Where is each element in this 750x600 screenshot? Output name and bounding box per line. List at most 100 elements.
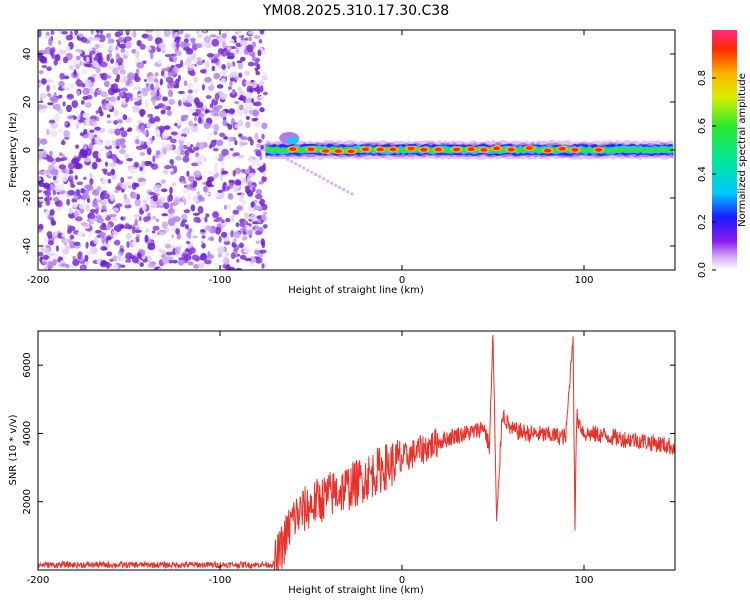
noise-speck: [243, 246, 251, 254]
noise-speck: [53, 113, 61, 122]
noise-speck: [239, 222, 246, 227]
noise-speck: [59, 72, 65, 80]
noise-speck: [213, 123, 219, 132]
noise-speck: [38, 203, 43, 208]
noise-speck: [220, 219, 225, 224]
noise-speck: [236, 103, 240, 112]
noise-speck: [175, 155, 182, 161]
noise-speck: [154, 105, 160, 110]
noise-speck: [82, 112, 91, 119]
x-tick-label: -200: [27, 575, 50, 586]
noise-speck: [110, 194, 115, 202]
noise-speck: [80, 265, 85, 270]
noise-speck: [237, 46, 246, 55]
noise-speck: [115, 185, 122, 191]
noise-speck: [229, 81, 233, 87]
noise-speck: [247, 228, 253, 236]
noise-speck: [147, 46, 152, 51]
noise-speck: [189, 149, 195, 153]
noise-speck: [38, 138, 41, 146]
noise-speck: [80, 37, 88, 43]
noise-speck: [154, 129, 161, 135]
noise-speck: [132, 226, 136, 234]
noise-speck: [112, 216, 118, 221]
noise-speck: [113, 49, 120, 54]
noise-speck: [44, 51, 52, 55]
colorbar-label: Normalized spectral amplitude: [737, 73, 748, 227]
noise-speck: [144, 79, 147, 82]
noise-speck: [174, 36, 181, 40]
noise-speck: [244, 185, 250, 190]
noise-speck: [201, 84, 205, 91]
noise-speck: [258, 80, 265, 88]
noise-speck: [99, 260, 108, 268]
noise-speck: [217, 252, 222, 258]
noise-speck: [46, 66, 52, 71]
noise-speck: [187, 89, 193, 94]
noise-speck: [157, 198, 162, 206]
noise-speck: [94, 44, 100, 48]
noise-speck: [78, 33, 84, 38]
noise-speck: [258, 181, 264, 185]
noise-speck: [75, 144, 80, 149]
noise-speck: [43, 35, 52, 40]
noise-speck: [201, 59, 206, 64]
signal-hotspot-core: [334, 149, 342, 153]
noise-speck: [67, 162, 75, 170]
noise-speck: [190, 187, 197, 192]
noise-speck: [200, 253, 208, 261]
noise-speck: [249, 156, 253, 162]
noise-speck: [99, 61, 108, 68]
noise-speck: [241, 79, 247, 87]
colorbar-tick-label: 0.8: [697, 70, 708, 86]
noise-speck: [255, 189, 263, 195]
noise-speck: [231, 90, 235, 95]
noise-speck: [187, 261, 194, 266]
noise-speck: [251, 161, 256, 168]
noise-speck: [89, 50, 96, 55]
snr-ticks: -200 -100 0 100 2000 4000 6000: [22, 331, 675, 586]
noise-speck: [185, 103, 193, 107]
figure-title: YM08.2025.310.17.30.C38: [262, 3, 449, 19]
noise-speck: [76, 90, 81, 97]
noise-speck: [196, 60, 204, 66]
noise-speck: [53, 165, 60, 170]
signal-hotspot-core: [347, 149, 355, 154]
noise-speck: [89, 246, 98, 255]
noise-speck: [223, 47, 228, 52]
noise-speck: [209, 107, 213, 112]
signal-hotspot-core: [595, 148, 603, 152]
noise-speck: [226, 186, 230, 191]
noise-speck: [108, 208, 112, 215]
noise-speck: [50, 168, 59, 176]
noise-speck: [124, 50, 130, 57]
noise-speck: [146, 147, 152, 156]
noise-speck: [121, 87, 127, 93]
noise-speck: [131, 255, 139, 264]
noise-speck: [125, 259, 132, 263]
noise-speck: [174, 123, 178, 127]
noise-speck: [298, 164, 302, 168]
noise-speck: [183, 198, 187, 206]
noise-speck: [94, 91, 98, 97]
noise-speck: [113, 234, 117, 242]
noise-speck: [84, 79, 92, 88]
noise-speck: [83, 143, 87, 151]
noise-speck: [149, 117, 156, 124]
noise-speck: [52, 85, 57, 90]
noise-speck: [39, 92, 47, 99]
noise-speck: [218, 110, 227, 118]
noise-speck: [136, 234, 140, 239]
noise-speck: [282, 155, 286, 159]
noise-speck: [203, 185, 208, 193]
noise-speck: [106, 251, 113, 257]
noise-speck: [76, 181, 84, 186]
noise-speck: [118, 252, 122, 261]
noise-speck: [228, 179, 235, 183]
noise-speck: [104, 161, 109, 167]
noise-speck: [290, 159, 294, 164]
noise-speck: [251, 98, 254, 104]
noise-speck: [140, 125, 146, 133]
noise-speck: [119, 245, 124, 249]
noise-speck: [85, 203, 90, 212]
